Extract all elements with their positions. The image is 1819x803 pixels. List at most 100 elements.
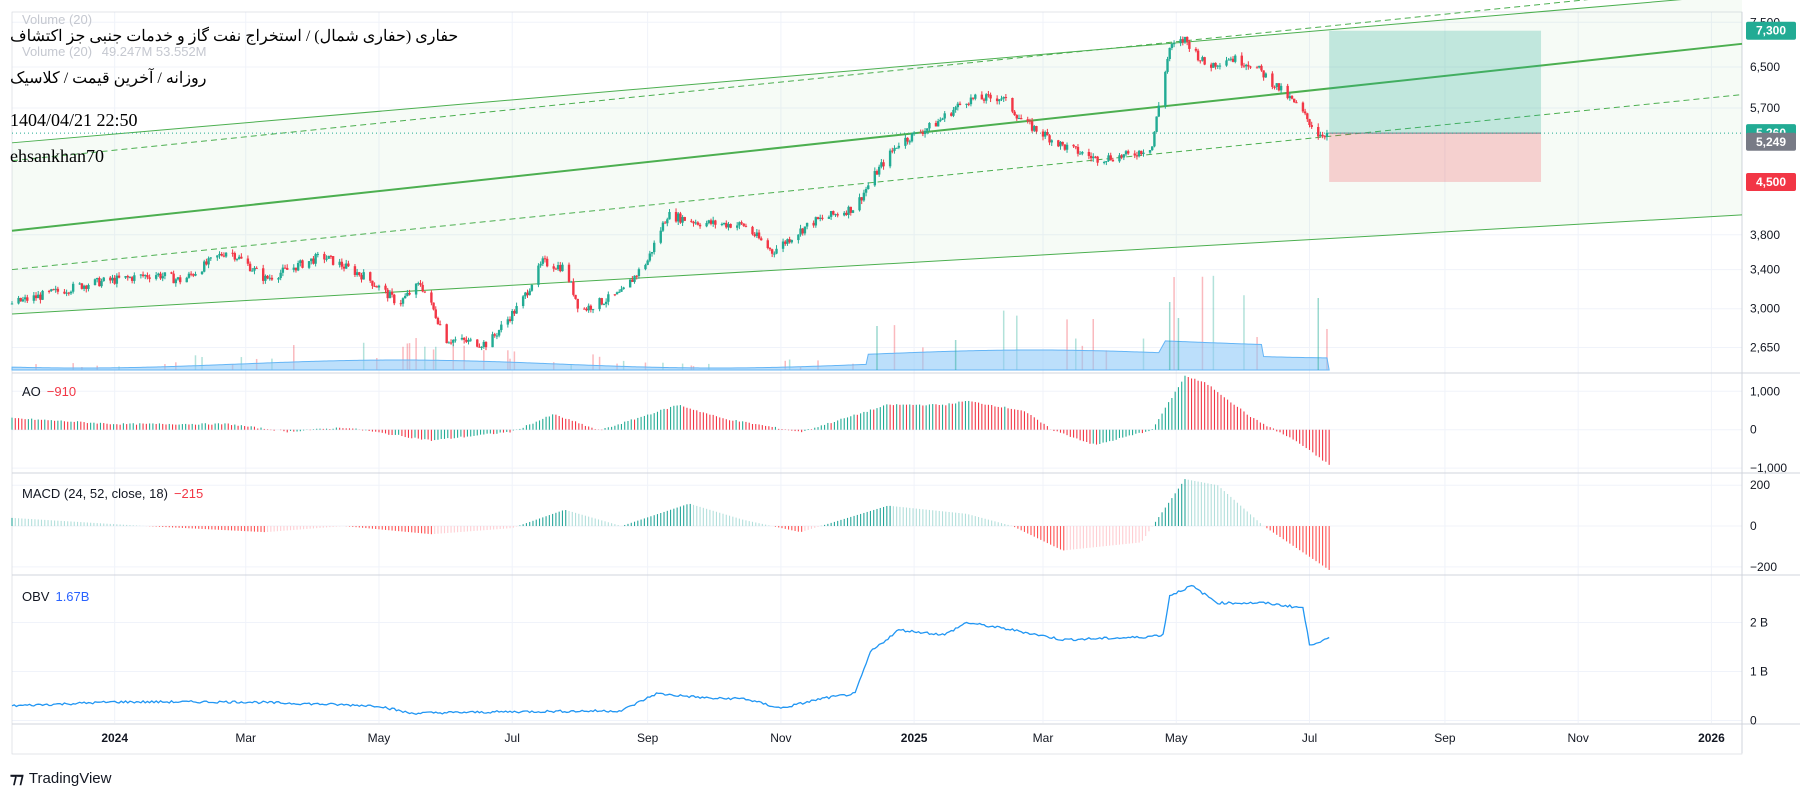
- candle-up: [253, 267, 256, 271]
- candle-up: [1102, 162, 1106, 164]
- candle-down: [1273, 86, 1276, 88]
- candle-up: [936, 121, 940, 127]
- volume-ma-area: [11, 340, 1330, 371]
- candle-down: [1013, 111, 1016, 116]
- candle-down: [255, 267, 258, 269]
- candle-down: [220, 253, 223, 256]
- symbol-title: حفاری (حفاری شمال) / استخراج نفت گاز و خ…: [10, 28, 459, 45]
- candle-down: [1030, 121, 1034, 131]
- candle-down: [353, 266, 357, 275]
- candle-down: [34, 295, 38, 299]
- candle-down: [760, 238, 763, 241]
- candle-down: [921, 132, 925, 134]
- price-label-badge: [1746, 21, 1796, 40]
- candle-down: [399, 303, 403, 305]
- candle-down: [812, 222, 815, 226]
- candle-up: [128, 277, 132, 279]
- candle-down: [845, 212, 848, 215]
- time-axis-tick: May: [368, 731, 391, 745]
- candle-down: [231, 252, 234, 254]
- candle-up: [327, 255, 330, 259]
- candle-up: [345, 263, 348, 269]
- candle-up: [1201, 57, 1204, 61]
- candle-up: [834, 214, 837, 216]
- candle-up: [530, 284, 534, 291]
- candle-down: [751, 226, 754, 235]
- candle-down: [248, 263, 252, 272]
- candle-up: [598, 298, 601, 310]
- candle-up: [541, 258, 544, 264]
- candle-up: [615, 292, 619, 295]
- candle-up: [556, 265, 560, 270]
- macd-legend[interactable]: MACD (24, 52, close, 18) −215: [22, 486, 203, 501]
- candle-up: [460, 337, 464, 340]
- price-label-text: 7,300: [1756, 24, 1786, 38]
- ao-histogram: 1,000 0 −1,000: [11, 375, 1787, 475]
- time-axis-tick: Nov: [1568, 731, 1589, 745]
- candle-down: [832, 211, 835, 215]
- candle-up: [82, 285, 86, 289]
- candle-down: [1321, 134, 1324, 137]
- candle-down: [148, 277, 151, 279]
- candle-down: [1303, 111, 1307, 114]
- candle-up: [618, 291, 621, 293]
- candle-down: [1019, 118, 1023, 120]
- time-axis-tick: Mar: [1033, 731, 1054, 745]
- candle-up: [1124, 151, 1128, 155]
- time-axis: 2024 Mar May Jul Sep Nov 2025 Mar May Jul Sep Nov 20…: [101, 731, 1725, 745]
- candle-up: [799, 228, 802, 235]
- candle-up: [805, 222, 809, 227]
- candle-down: [1140, 150, 1143, 155]
- tradingview-brand[interactable]: ⁊⁊ TradingView: [10, 769, 111, 788]
- candle-up: [622, 287, 625, 290]
- candle-up: [1157, 105, 1160, 117]
- candle-up: [908, 141, 911, 143]
- candle-down: [757, 232, 761, 239]
- macd-legend-label: MACD (24, 52, close, 18): [22, 486, 168, 501]
- candle-up: [207, 258, 210, 265]
- candle-down: [860, 197, 863, 201]
- candle-down: [1306, 113, 1309, 120]
- candle-up: [1258, 65, 1261, 68]
- candle-up: [279, 272, 282, 279]
- candle-up: [100, 281, 103, 287]
- candle-down: [631, 279, 634, 282]
- candle-down: [52, 289, 55, 291]
- macd-histogram: 200 0 −200: [11, 478, 1777, 574]
- candle-up: [1142, 152, 1145, 155]
- candle-up: [819, 217, 822, 219]
- candle-down: [674, 212, 678, 222]
- obv-legend[interactable]: OBV 1.67B: [22, 589, 89, 604]
- candle-down: [816, 217, 820, 219]
- candle-down: [663, 222, 667, 224]
- candle-down: [1308, 119, 1311, 126]
- candle-up: [1183, 36, 1187, 43]
- candle-up: [41, 290, 44, 300]
- candle-up: [773, 253, 776, 255]
- candle-up: [711, 220, 715, 224]
- candle-up: [417, 283, 420, 285]
- ao-legend[interactable]: AO −910: [22, 384, 76, 399]
- candle-up: [299, 260, 302, 263]
- candle-down: [1063, 144, 1067, 150]
- candle-up: [604, 301, 608, 304]
- candle-down: [982, 99, 986, 101]
- candle-down: [47, 290, 51, 292]
- candle-down: [543, 258, 547, 260]
- candle-down: [1004, 97, 1008, 99]
- candle-down: [784, 241, 787, 244]
- candle-up: [969, 97, 973, 105]
- candle-down: [438, 324, 442, 326]
- candle-down: [714, 220, 717, 225]
- candle-down: [1247, 64, 1250, 67]
- candle-up: [1002, 97, 1005, 99]
- time-axis-tick: Sep: [1434, 731, 1456, 745]
- candle-up: [827, 216, 831, 219]
- candle-up: [587, 305, 590, 311]
- candle-down: [1310, 125, 1313, 127]
- candle-up: [447, 342, 451, 344]
- candle-up: [133, 275, 136, 281]
- candle-down: [39, 294, 42, 300]
- candle-up: [338, 261, 341, 265]
